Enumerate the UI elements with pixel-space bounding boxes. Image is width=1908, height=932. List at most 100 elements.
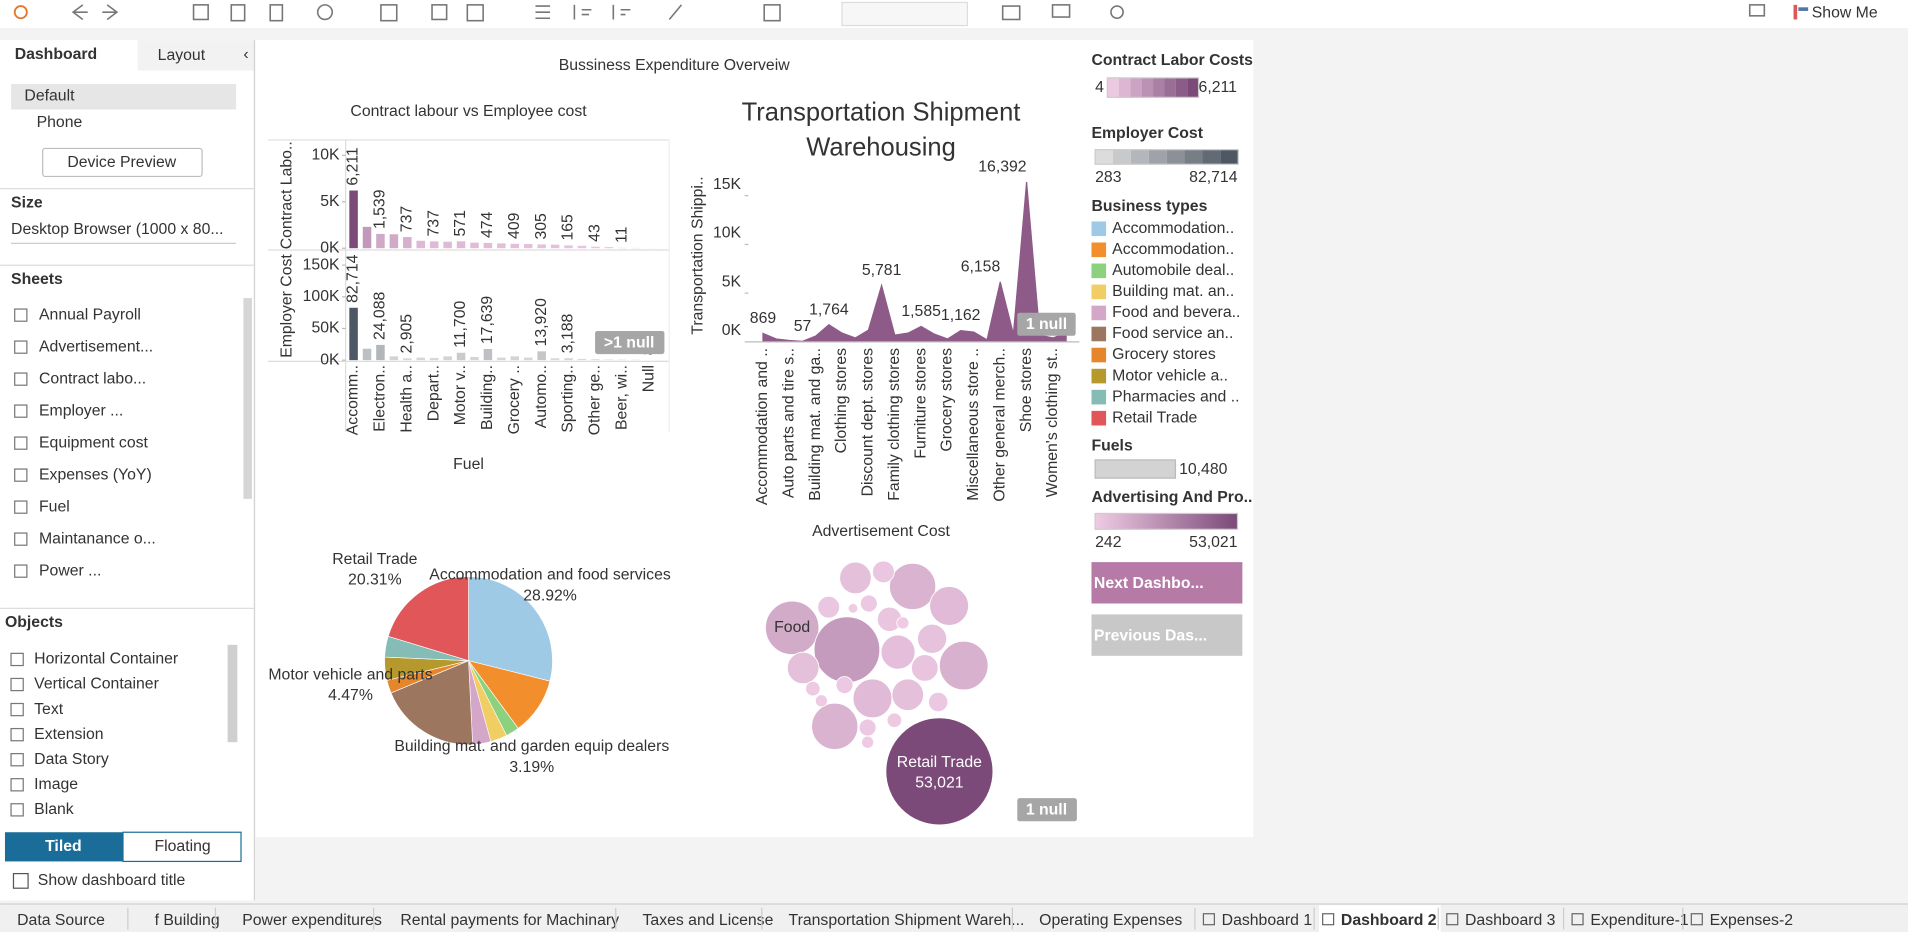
- null-indicator-label[interactable]: 1 null: [1026, 802, 1067, 819]
- bubble[interactable]: [858, 718, 877, 737]
- next-dashboard-button[interactable]: [1091, 562, 1243, 604]
- legend-swatch[interactable]: [1091, 368, 1107, 384]
- previous-dashboard-button[interactable]: [1091, 614, 1243, 656]
- bubble[interactable]: [847, 603, 859, 614]
- pie-slice[interactable]: [387, 576, 469, 662]
- device-preview-label[interactable]: Device Preview: [67, 154, 176, 171]
- legend-item[interactable]: Automobile deal..: [1112, 262, 1234, 279]
- bubble[interactable]: [886, 712, 903, 729]
- null-indicator-label[interactable]: >1 null: [604, 334, 654, 351]
- show-me-icon[interactable]: [1793, 4, 1798, 20]
- legend-item[interactable]: Food and bevera..: [1112, 304, 1240, 321]
- legend-item[interactable]: Accommodation..: [1112, 241, 1234, 258]
- share-icon[interactable]: [1110, 5, 1124, 20]
- legend-item[interactable]: Food service an..: [1112, 325, 1233, 342]
- bubble[interactable]: [839, 561, 872, 595]
- bubble[interactable]: [896, 616, 910, 630]
- layout-mode-button[interactable]: [4, 832, 123, 862]
- bubble[interactable]: [805, 680, 821, 697]
- sheet-item[interactable]: Equipment cost: [39, 434, 148, 451]
- data-icon[interactable]: [269, 4, 284, 22]
- refresh-icon[interactable]: [316, 4, 334, 21]
- sheet-item[interactable]: Annual Payroll: [39, 306, 141, 323]
- pie-slice[interactable]: [390, 660, 473, 745]
- label-icon[interactable]: [763, 4, 781, 22]
- active-tab[interactable]: [1319, 905, 1441, 932]
- scrollbar[interactable]: [243, 298, 252, 499]
- collapse-icon[interactable]: ‹: [243, 46, 248, 63]
- cards-icon[interactable]: [1001, 5, 1021, 21]
- legend-item[interactable]: Pharmacies and ..: [1112, 388, 1239, 405]
- legend-item[interactable]: Grocery stores: [1112, 346, 1216, 363]
- legend-swatch[interactable]: [1091, 263, 1107, 279]
- bubble[interactable]: [910, 654, 939, 682]
- sheet-item[interactable]: Expenses (YoY): [39, 466, 152, 483]
- legend-item[interactable]: Retail Trade: [1112, 409, 1197, 426]
- pie-slice[interactable]: [468, 576, 553, 682]
- sheet-tab[interactable]: Rental payments for Machinary: [400, 912, 619, 929]
- sheet-icon[interactable]: [380, 4, 398, 22]
- device-option[interactable]: Phone: [37, 114, 83, 131]
- show-me-icon[interactable]: [1798, 7, 1809, 11]
- panel-tab[interactable]: Layout: [158, 47, 206, 64]
- bubble[interactable]: [813, 616, 881, 684]
- bubble[interactable]: [928, 691, 949, 713]
- bubble[interactable]: [891, 678, 925, 711]
- sheet-tab[interactable]: Transportation Shipment Wareh...: [789, 912, 1025, 929]
- undo-icon[interactable]: [71, 4, 88, 21]
- object-item[interactable]: Text: [34, 701, 64, 718]
- null-indicator[interactable]: [595, 330, 665, 355]
- legend-swatch[interactable]: [1091, 410, 1107, 426]
- bubble[interactable]: [872, 560, 895, 584]
- bubble[interactable]: [814, 694, 828, 708]
- device-option[interactable]: Default: [24, 87, 75, 104]
- panel-tab[interactable]: Dashboard: [15, 46, 98, 63]
- sheet-tab[interactable]: Dashboard 2: [1341, 912, 1437, 929]
- sheet-item[interactable]: Power ...: [39, 562, 101, 579]
- presentation-icon[interactable]: [1051, 4, 1071, 18]
- legend-swatch[interactable]: [1091, 305, 1107, 321]
- clear-icon[interactable]: [466, 4, 484, 22]
- legend-item[interactable]: Building mat. an..: [1112, 283, 1234, 300]
- sheet-tab[interactable]: Dashboard 1: [1222, 912, 1313, 929]
- checkbox[interactable]: [12, 872, 29, 889]
- sheet-item[interactable]: Advertisement...: [39, 338, 153, 355]
- legend-swatch[interactable]: [1091, 347, 1107, 363]
- bubble[interactable]: [889, 562, 937, 611]
- object-item[interactable]: Image: [34, 776, 78, 793]
- layout-mode-button[interactable]: [122, 831, 242, 863]
- object-item[interactable]: Vertical Container: [34, 676, 159, 693]
- legend-swatch[interactable]: [1091, 326, 1107, 342]
- bubble[interactable]: [852, 678, 893, 719]
- duplicate-icon[interactable]: [431, 4, 448, 21]
- size-dropdown[interactable]: Desktop Browser (1000 x 80...: [11, 221, 223, 238]
- bubble[interactable]: [764, 600, 820, 656]
- legend-swatch[interactable]: [1091, 284, 1107, 300]
- sort-icon[interactable]: [612, 4, 631, 20]
- object-item[interactable]: Extension: [34, 726, 103, 743]
- legend-swatch[interactable]: [1091, 221, 1107, 237]
- next-dashboard-label[interactable]: Next Dashbo...: [1094, 575, 1204, 592]
- legend-item[interactable]: Accommodation..: [1112, 220, 1234, 237]
- save-icon[interactable]: [192, 4, 209, 21]
- bubble[interactable]: [880, 634, 916, 670]
- checkbox-label[interactable]: Show dashboard title: [38, 872, 186, 889]
- scrollbar[interactable]: [227, 644, 238, 743]
- object-item[interactable]: Blank: [34, 801, 74, 818]
- bubble[interactable]: [835, 676, 854, 694]
- sheet-item[interactable]: Fuel: [39, 498, 70, 515]
- sheet-tab[interactable]: Expenditure-1: [1590, 912, 1689, 929]
- bubble[interactable]: [861, 735, 875, 749]
- bubble[interactable]: [786, 651, 820, 685]
- bubble[interactable]: [811, 702, 859, 750]
- show-me[interactable]: Show Me: [1812, 5, 1878, 22]
- null-indicator-label[interactable]: 1 null: [1026, 316, 1067, 333]
- fit-dropdown[interactable]: [841, 1, 968, 27]
- sheet-item[interactable]: Contract labo...: [39, 370, 146, 387]
- highlight-icon[interactable]: [668, 4, 683, 20]
- bubble[interactable]: [817, 595, 841, 619]
- swap-icon[interactable]: [535, 5, 551, 20]
- bubble[interactable]: [859, 594, 878, 613]
- null-indicator[interactable]: [1017, 798, 1077, 822]
- legend-item[interactable]: Motor vehicle a..: [1112, 367, 1228, 384]
